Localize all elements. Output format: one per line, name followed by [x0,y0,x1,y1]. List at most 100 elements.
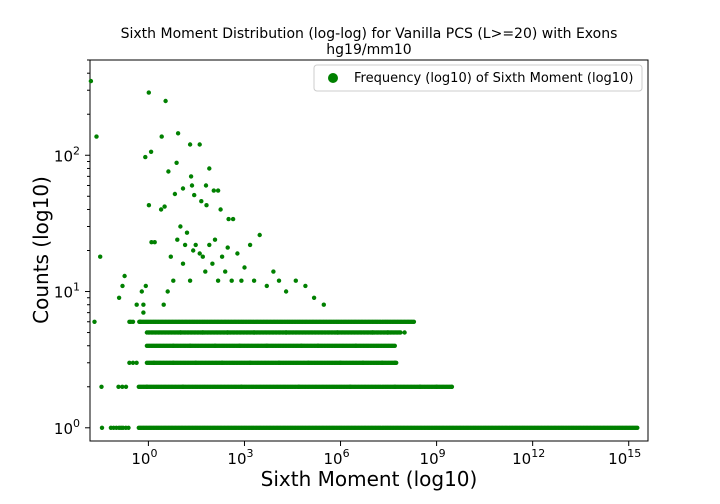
x-axis-label: Sixth Moment (log10) [261,467,478,491]
data-point [370,330,375,335]
legend-box [313,64,643,92]
chart-title-line1: Sixth Moment Distribution (log-log) for … [121,26,618,42]
data-point [226,216,231,222]
data-point [152,240,157,245]
data-point [197,142,202,147]
data-point [180,261,186,266]
data-point [148,149,154,154]
data-point [141,302,146,307]
data-point [120,283,125,289]
data-point [449,384,455,389]
data-point [204,203,209,208]
data-point [264,283,269,289]
x-axis-ticks: 100 103 106 109 1012 1015 [131,441,641,468]
data-point [203,269,208,274]
data-point [276,278,282,283]
data-point [251,278,257,283]
data-point [163,98,168,104]
data-point [239,384,244,389]
data-point [192,192,197,198]
data-point [225,330,230,335]
data-point [98,254,103,259]
data-point [120,384,125,389]
data-point [126,425,131,430]
data-point [99,384,104,389]
data-point [172,191,178,197]
data-point [165,289,170,294]
data-point [158,207,164,212]
data-point [283,330,289,335]
y-tick-label: 100 [54,417,80,438]
data-point [293,278,298,283]
data-point [99,425,105,430]
x-tick-label: 109 [420,447,446,468]
data-point [434,384,439,389]
data-point [187,343,193,348]
data-point [130,319,136,324]
data-point [239,278,244,283]
data-point [211,188,216,193]
legend: Frequency (log10) of Sixth Moment (log10… [313,64,643,92]
data-point [175,131,181,136]
data-point [215,278,221,283]
data-point [116,295,122,300]
data-point [353,343,358,348]
data-point [212,343,218,348]
data-point [174,160,179,165]
data-point [127,360,132,365]
data-point [271,269,276,274]
data-point [187,278,193,283]
data-point [207,242,212,248]
data-point [94,134,99,139]
data-point [392,384,398,389]
data-point [197,251,202,256]
data-point [200,254,205,259]
x-tick-label: 1012 [512,447,545,468]
data-point [321,302,326,307]
data-point [193,360,198,365]
y-axis-ticks: 100 101 102 [54,59,90,438]
data-point [175,237,180,242]
data-point [88,78,94,84]
data-point [225,245,230,250]
data-point [299,343,304,348]
data-point [146,203,152,208]
data-point [188,174,194,179]
data-point-band-6 [411,319,417,324]
data-point [141,310,146,315]
data-point [338,360,343,365]
data-point [257,232,262,238]
data-point [171,278,176,283]
data-point-band-1 [635,425,640,430]
data-point [199,199,204,204]
data-point [203,183,209,188]
data-point [229,278,234,283]
data-point [242,265,247,270]
data-point [171,360,176,365]
data-point [193,242,198,248]
data-point [306,360,311,365]
data-point-band-5 [398,330,403,335]
data-point [180,186,186,191]
x-tick-label: 1015 [608,447,641,468]
x-tick-label: 103 [227,447,253,468]
y-tick-label: 101 [54,281,80,302]
data-point [168,254,173,259]
data-point [417,384,423,389]
y-axis-label: Counts (log10) [29,176,53,324]
data-point [264,343,269,348]
data-point [146,90,151,95]
data-point [122,273,127,279]
plot-area [89,59,649,442]
data-point [392,360,398,365]
data-point [139,289,144,294]
data-point [191,248,196,253]
data-point [402,330,407,335]
data-point [235,251,240,256]
data-point [251,330,257,335]
data-point-band-4 [392,343,397,348]
data-point [200,330,205,335]
chart-title-line2: hg19/mm10 [326,42,411,58]
data-point [385,330,390,335]
data-point [116,384,121,389]
